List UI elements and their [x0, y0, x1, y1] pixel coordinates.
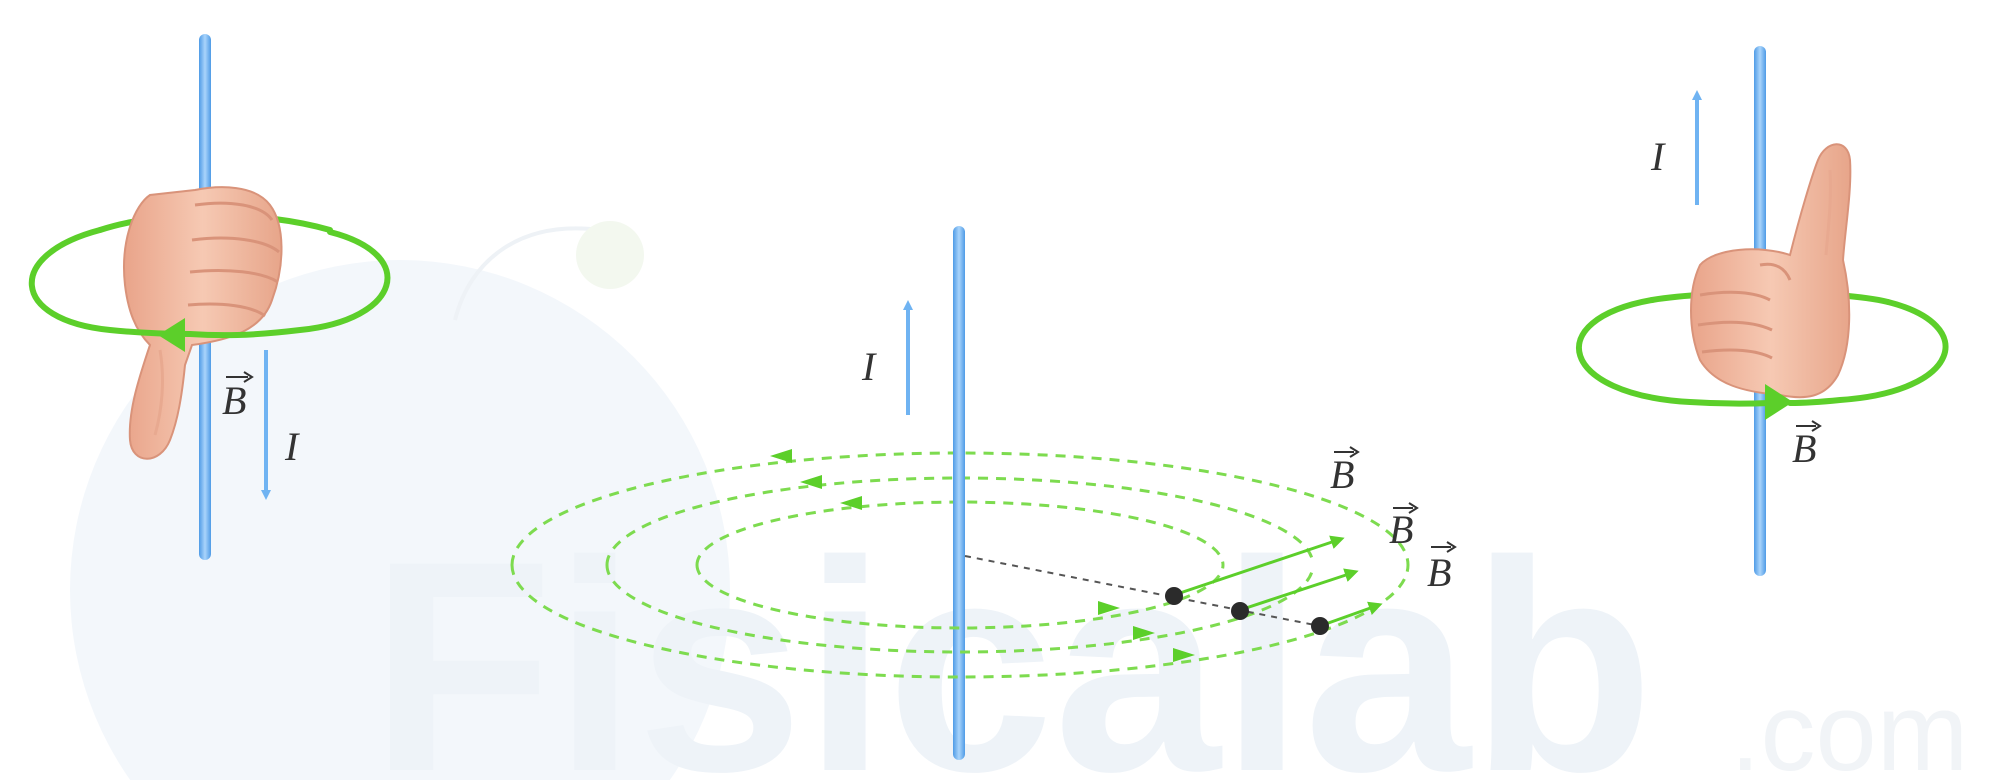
hand-thumb-up-icon	[1690, 143, 1852, 399]
svg-text:B: B	[1792, 426, 1816, 471]
center-figure: I B B B	[510, 226, 1457, 760]
watermark-text: Fisicalab	[370, 498, 1654, 780]
left-current-label: I	[284, 424, 300, 469]
svg-text:B: B	[1389, 507, 1413, 552]
svg-text:B: B	[1427, 550, 1451, 595]
center-field-lines-back	[510, 451, 1410, 566]
right-field-loop-right	[1787, 299, 1949, 406]
watermark-logo-dot	[576, 221, 644, 289]
center-field-arrowheads	[770, 449, 1195, 662]
left-figure: I B	[28, 34, 391, 560]
watermark-suffix: .com	[1730, 671, 1968, 780]
center-current-label: I	[861, 344, 877, 389]
right-current-label: I	[1650, 134, 1666, 179]
circular-arrow-icon	[1575, 297, 1773, 407]
center-field-vector-2	[1239, 568, 1359, 612]
center-field-label-2: B	[1389, 502, 1419, 552]
watermark-logo-orbit	[453, 226, 601, 321]
circular-arrow-icon	[187, 229, 391, 339]
right-field-label: B	[1792, 420, 1822, 471]
left-field-loop-left	[28, 227, 193, 337]
watermark-logo-disc	[70, 260, 730, 780]
left-field-label: B	[222, 371, 254, 423]
center-radius-line	[964, 555, 1321, 627]
center-wire	[953, 226, 965, 760]
hand-thumb-down-icon	[123, 186, 283, 460]
center-field-vector-1	[1173, 535, 1345, 597]
left-field-arrowhead	[158, 318, 185, 352]
svg-text:B: B	[1330, 452, 1354, 497]
right-field-arrowhead	[1765, 384, 1793, 420]
center-field-label-1: B	[1330, 446, 1360, 497]
center-point-3	[1311, 617, 1329, 635]
center-field-label-3: B	[1427, 541, 1457, 595]
center-point-2	[1231, 602, 1249, 620]
watermark: Fisicalab .com	[70, 221, 1968, 780]
svg-text:B: B	[222, 378, 246, 423]
center-field-lines-front	[510, 564, 1410, 679]
center-point-1	[1165, 587, 1183, 605]
center-field-vector-3	[1319, 601, 1383, 628]
right-figure: I B	[1575, 46, 1949, 576]
